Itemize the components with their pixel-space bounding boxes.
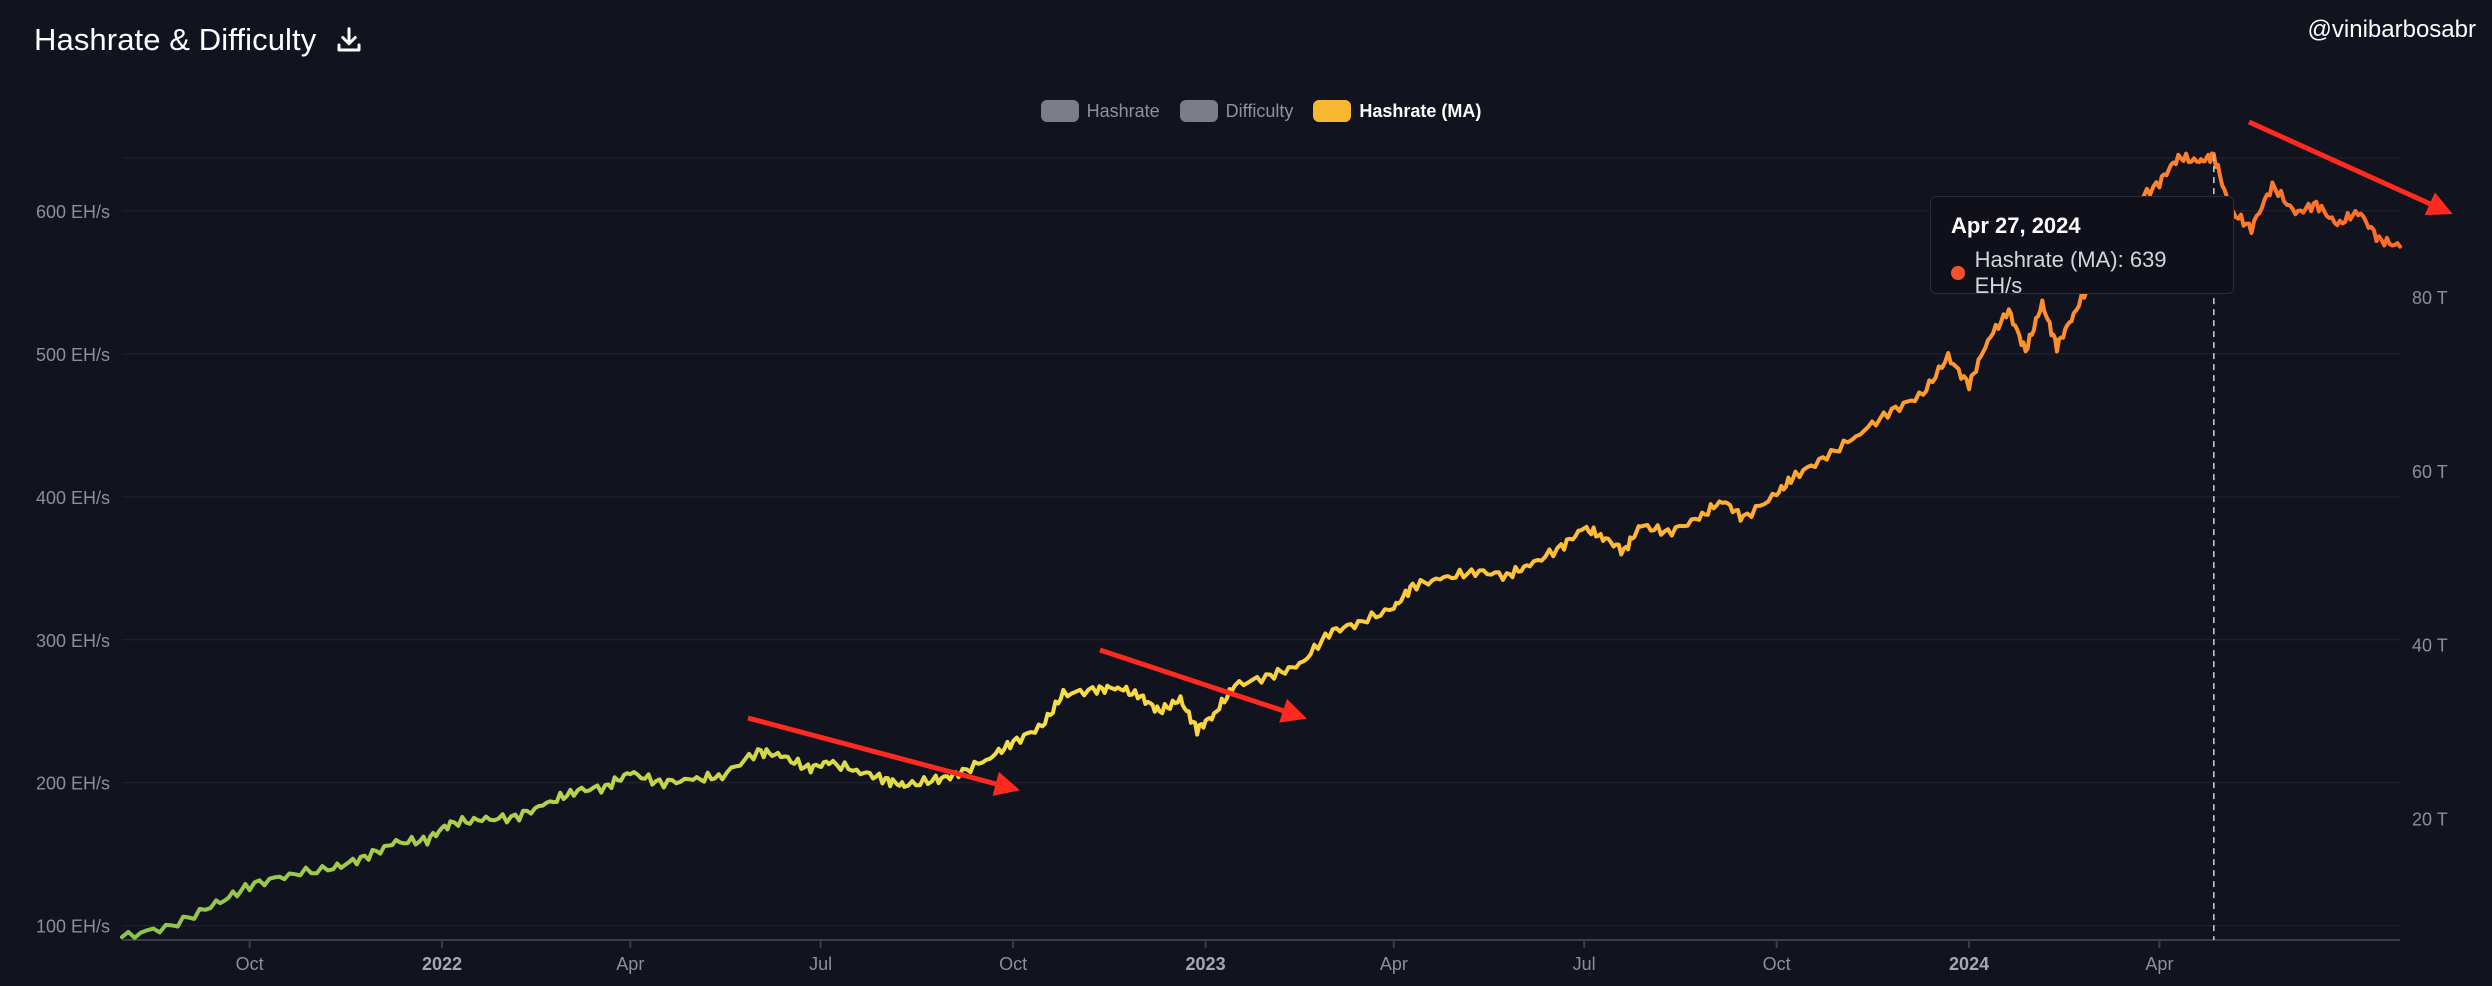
trend-arrow [747, 715, 1020, 796]
y-tick-label: 400 EH/s [36, 488, 110, 508]
tooltip-value: Hashrate (MA): 639 EH/s [1974, 247, 2167, 298]
trend-arrows [747, 119, 2453, 796]
legend-item-hashrate-ma[interactable]: Hashrate (MA) [1313, 100, 1481, 122]
x-tick-label: Oct [999, 954, 1027, 974]
y2-tick-label: 40 T [2412, 636, 2448, 656]
y-tick-label: 500 EH/s [36, 345, 110, 365]
x-tick-label: Jul [1573, 954, 1596, 974]
trend-arrow [1099, 647, 1307, 723]
y2-tick-label: 20 T [2412, 809, 2448, 829]
chart-header: Hashrate & Difficulty [34, 18, 364, 62]
legend-swatch [1179, 100, 1218, 122]
x-tick-label: Apr [2145, 954, 2173, 974]
y-tick-label: 100 EH/s [36, 917, 110, 937]
tooltip-row: Hashrate (MA): 639 EH/s [1951, 247, 2213, 299]
x-tick-label: 2022 [422, 954, 462, 974]
legend-item-difficulty[interactable]: Difficulty [1179, 100, 1294, 122]
y-tick-label: 300 EH/s [36, 631, 110, 651]
x-tick-label: Oct [1763, 954, 1791, 974]
y-axis-left: 100 EH/s 200 EH/s 300 EH/s 400 EH/s 500 EH/s… [36, 202, 110, 937]
gridlines [122, 157, 2400, 941]
x-tick-label: 2023 [1186, 954, 1226, 974]
legend: Hashrate Difficulty Hashrate (MA) [0, 100, 2492, 122]
series-dot [1951, 266, 1965, 280]
y-tick-label: 200 EH/s [36, 774, 110, 794]
legend-swatch [1313, 100, 1352, 122]
trend-arrow [2247, 119, 2453, 216]
y-tick-label: 600 EH/s [36, 202, 110, 222]
x-tick-label: Oct [236, 954, 264, 974]
tooltip-date: Apr 27, 2024 [1951, 213, 2081, 238]
legend-swatch [1040, 100, 1079, 122]
tooltip: Apr 27, 2024 Hashrate (MA): 639 EH/s [1930, 196, 2234, 298]
y-axis-right: 20 T 40 T 60 T 80 T [2412, 288, 2448, 829]
author-handle: @vinibarbosabr [2307, 16, 2476, 43]
y2-tick-label: 80 T [2412, 288, 2448, 308]
y2-tick-label: 60 T [2412, 462, 2448, 482]
x-tick-label: Jul [809, 954, 832, 974]
legend-label: Hashrate (MA) [1359, 100, 1482, 121]
download-icon[interactable] [334, 25, 364, 55]
x-tick-label: Apr [616, 954, 644, 974]
chart-title: Hashrate & Difficulty [34, 22, 317, 57]
legend-label: Hashrate [1086, 100, 1160, 121]
legend-item-hashrate[interactable]: Hashrate [1040, 100, 1160, 122]
legend-label: Difficulty [1225, 100, 1294, 121]
x-tick-label: Apr [1380, 954, 1408, 974]
x-axis: Oct 2022 Apr Jul Oct 2023 Apr Jul Oct 2024 Apr [236, 940, 2173, 974]
x-tick-label: 2024 [1949, 954, 1989, 974]
